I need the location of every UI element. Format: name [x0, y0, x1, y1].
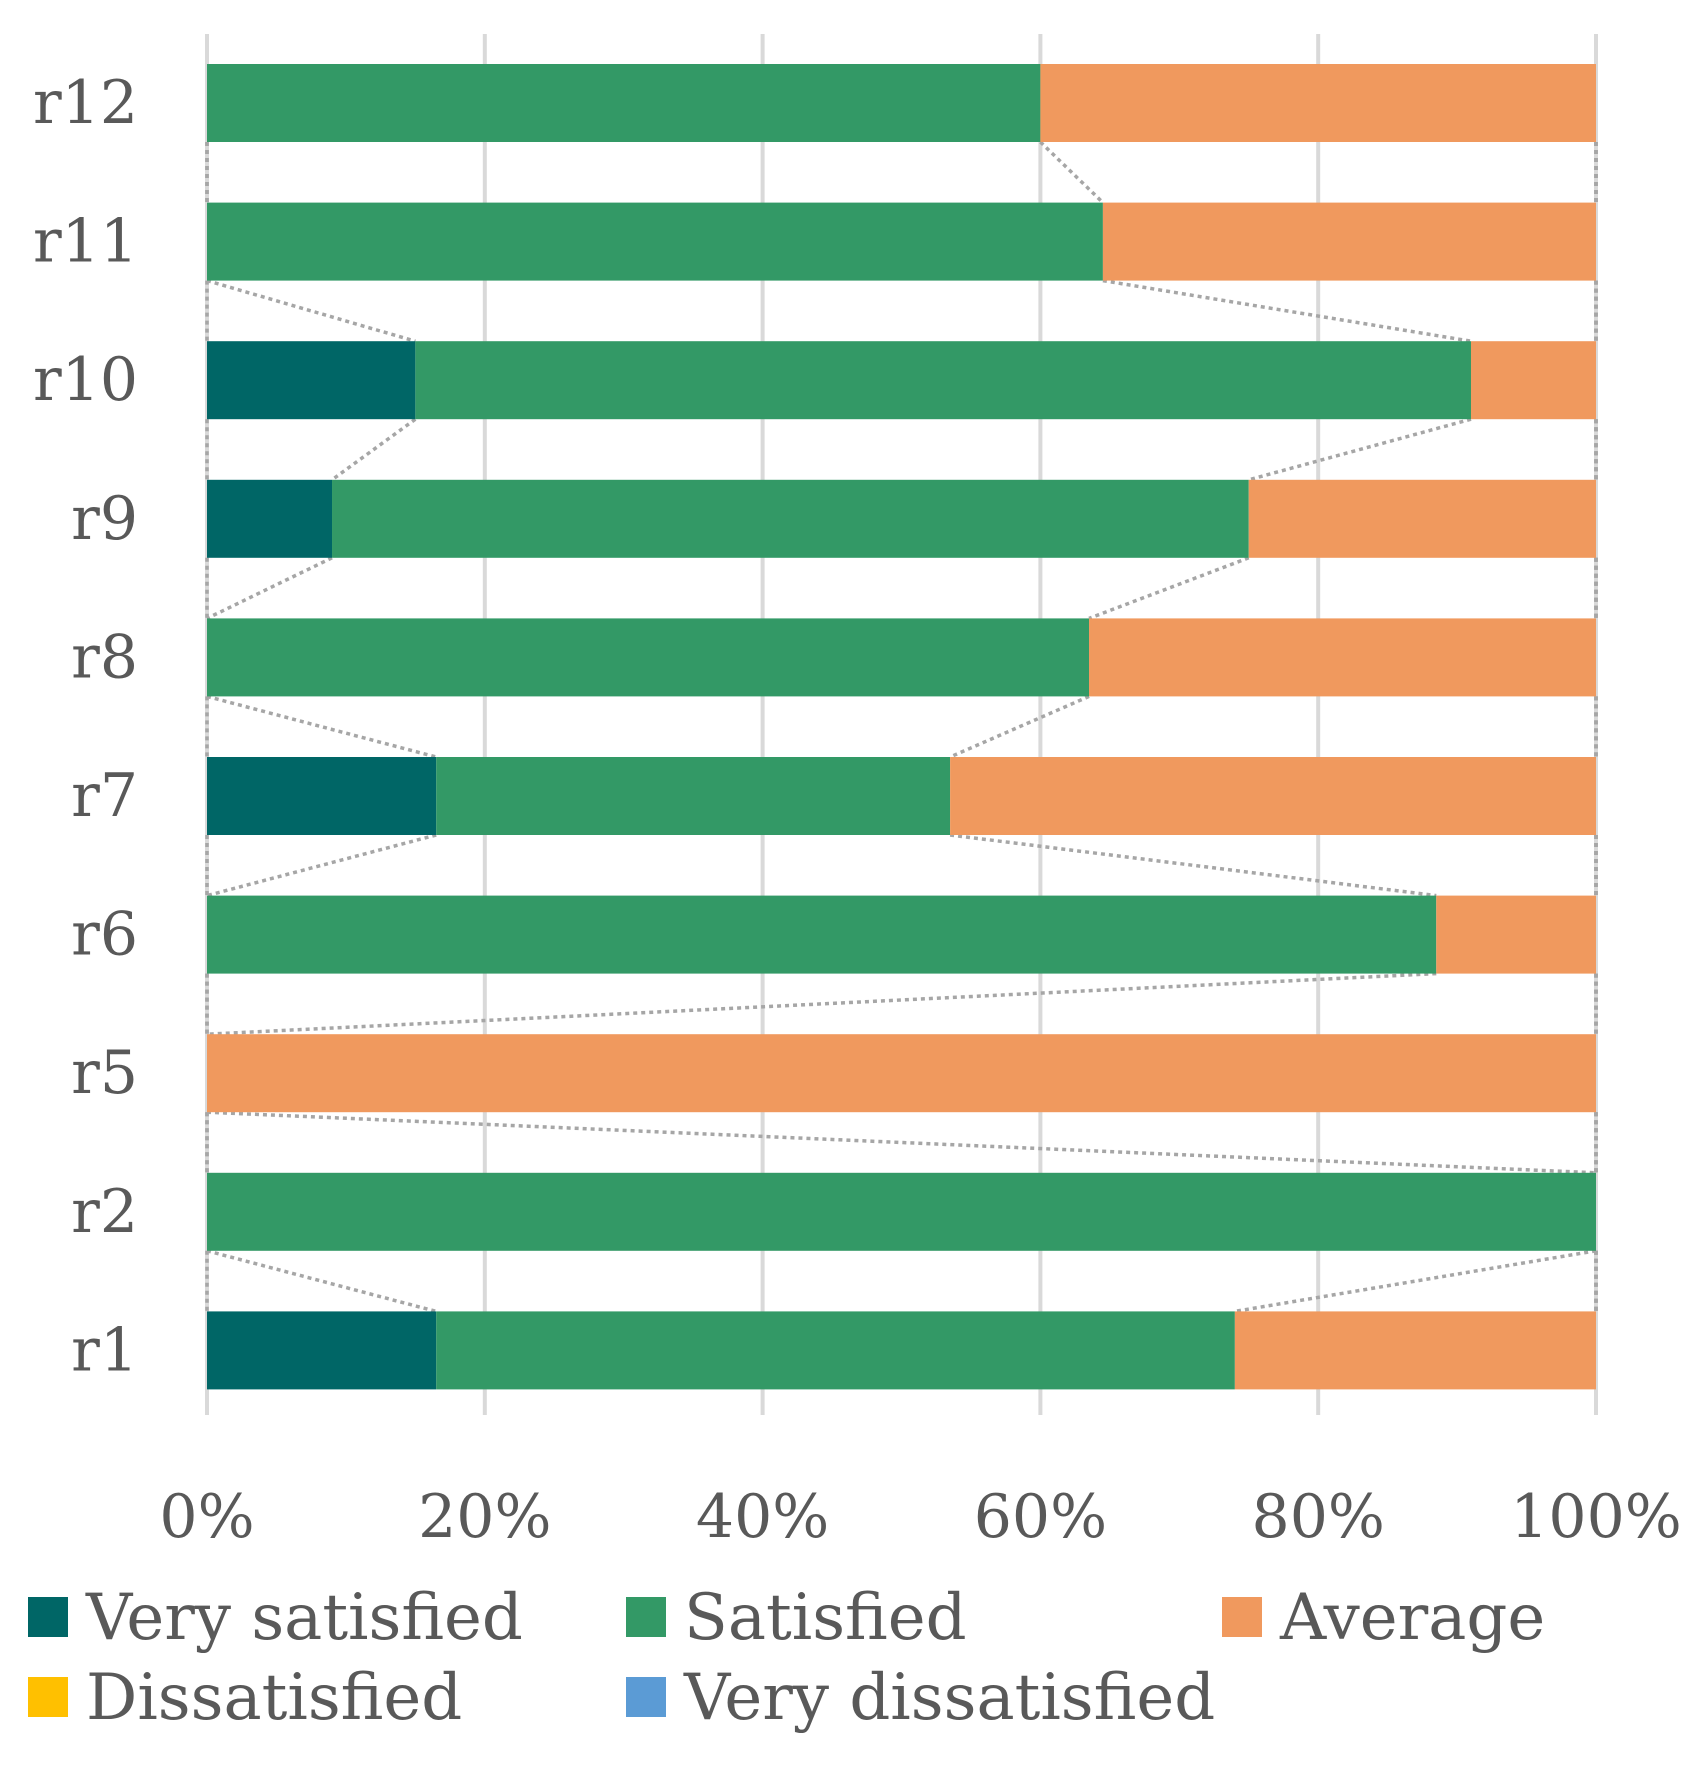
series-line: [206, 971, 1437, 1036]
category-label-r7: r7: [71, 761, 138, 831]
series-line: [206, 1249, 437, 1314]
series-line: [206, 833, 437, 898]
bar-r12-satisfied: [207, 64, 1041, 142]
series-line: [206, 278, 416, 343]
legend-swatch-dissatisfied: [28, 1677, 68, 1717]
series-line: [1248, 417, 1472, 482]
bar-r6-average: [1436, 895, 1596, 974]
x-tick-label: 0%: [159, 1482, 254, 1552]
bar-r9-satisfied: [332, 479, 1249, 558]
bar-r1-average: [1234, 1311, 1596, 1390]
bar-r11-satisfied: [207, 202, 1103, 281]
category-label-r2: r2: [71, 1177, 138, 1247]
bar-r7-satisfied: [436, 757, 951, 835]
bar-r7-average: [950, 757, 1596, 835]
bar-r10-very-satisfied: [207, 341, 416, 420]
bar-r7-very-satisfied: [207, 757, 437, 835]
legend: Very satisfied Satisfied Average Dissatisfi…: [28, 1581, 1545, 1735]
bar-r2-satisfied: [207, 1172, 1596, 1251]
bar-r10-average: [1470, 341, 1596, 420]
bar-r6-satisfied: [207, 895, 1437, 974]
category-label-r10: r10: [33, 345, 138, 415]
legend-label-very-dissatisfied: Very dissatisfied: [683, 1661, 1215, 1735]
legend-swatch-average: [1222, 1597, 1262, 1637]
series-lines: [205, 140, 1598, 1314]
category-label-r11: r11: [33, 207, 138, 277]
legend-label-satisfied: Satisfied: [684, 1581, 967, 1655]
bar-r9-very-satisfied: [207, 479, 333, 558]
category-label-r12: r12: [33, 68, 138, 138]
bar-r10-satisfied: [415, 341, 1471, 420]
category-label-r6: r6: [71, 900, 138, 970]
x-tick-label: 100%: [1510, 1482, 1682, 1552]
series-line: [1102, 278, 1472, 343]
category-label-r1: r1: [71, 1315, 138, 1385]
bar-r1-very-satisfied: [207, 1311, 437, 1390]
category-axis-labels: r12 r11 r10 r9 r8 r7 r6 r5 r2 r1: [33, 68, 138, 1385]
category-label-r9: r9: [71, 484, 138, 554]
series-line: [1039, 140, 1105, 204]
category-label-r5: r5: [71, 1038, 138, 1108]
bar-r1-satisfied: [436, 1311, 1235, 1390]
legend-label-dissatisfied: Dissatisfied: [86, 1661, 462, 1735]
category-label-r8: r8: [71, 622, 138, 692]
series-line: [1088, 556, 1250, 621]
series-line: [206, 694, 437, 759]
series-line: [1234, 1249, 1597, 1314]
value-axis-labels: 0% 20% 40% 60% 80% 100%: [159, 1482, 1681, 1552]
legend-swatch-very-satisfied: [28, 1597, 68, 1637]
series-line: [206, 1110, 1597, 1175]
legend-swatch-satisfied: [626, 1597, 666, 1637]
bar-r5-average: [207, 1034, 1596, 1113]
bar-r11-average: [1102, 202, 1596, 281]
bar-r12-average: [1040, 64, 1596, 142]
x-tick-label: 60%: [974, 1482, 1107, 1552]
x-tick-label: 80%: [1252, 1482, 1385, 1552]
legend-label-average: Average: [1279, 1581, 1545, 1655]
legend-label-very-satisfied: Very satisfied: [85, 1581, 523, 1655]
series-line: [330, 417, 417, 482]
series-line: [206, 556, 333, 620]
bar-r8-satisfied: [207, 618, 1090, 697]
bar-r8-average: [1089, 618, 1596, 697]
series-line: [949, 694, 1090, 759]
legend-swatch-very-dissatisfied: [626, 1677, 666, 1717]
bars: [207, 64, 1596, 1390]
x-tick-label: 40%: [696, 1482, 829, 1552]
series-line: [949, 833, 1437, 898]
x-tick-label: 20%: [418, 1482, 551, 1552]
bar-r9-average: [1248, 479, 1596, 558]
